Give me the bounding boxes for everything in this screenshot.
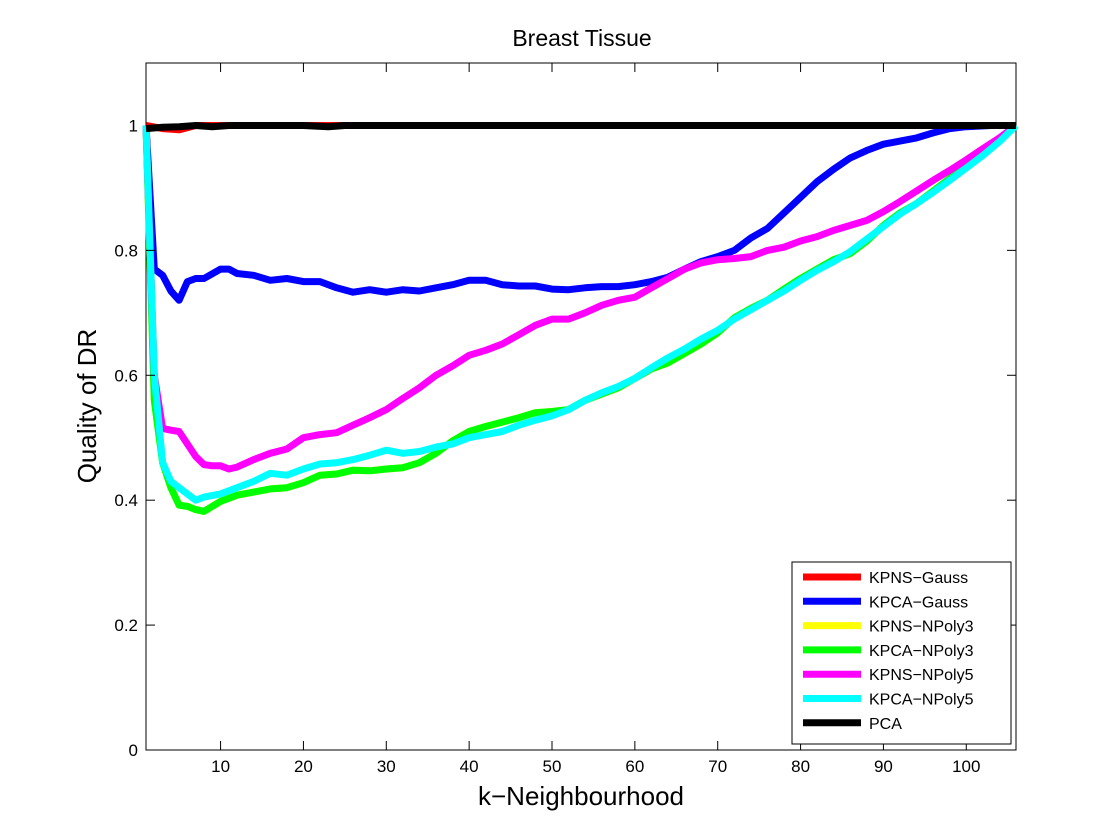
legend-label: KPNS−NPoly3 bbox=[869, 619, 974, 636]
x-tick-label: 60 bbox=[625, 757, 644, 776]
y-axis-label: Quality of DR bbox=[72, 329, 102, 484]
x-tick-label: 50 bbox=[543, 757, 562, 776]
x-tick-label: 30 bbox=[377, 757, 396, 776]
legend-label: PCA bbox=[869, 716, 902, 733]
y-tick-label: 1 bbox=[129, 116, 138, 135]
x-tick-label: 80 bbox=[791, 757, 810, 776]
legend-label: KPCA−NPoly3 bbox=[869, 643, 974, 660]
y-tick-label: 0 bbox=[129, 741, 138, 760]
x-tick-label: 40 bbox=[460, 757, 479, 776]
x-tick-label: 100 bbox=[952, 757, 980, 776]
x-tick-label: 20 bbox=[294, 757, 313, 776]
x-tick-label: 90 bbox=[874, 757, 893, 776]
x-axis-label: k−Neighbourhood bbox=[478, 781, 684, 811]
axis-ticks: 10 20 30 40 50 60 70 80 90 100 0 0.2 0.4 0.6 0.8 1 bbox=[114, 63, 1016, 776]
series-line-4 bbox=[142, 122, 1019, 473]
legend-label: KPNS−NPoly5 bbox=[869, 667, 974, 684]
series-line-6 bbox=[145, 122, 1016, 133]
x-tick-label: 10 bbox=[211, 757, 230, 776]
legend: KPNS−Gauss KPCA−Gauss KPNS−NPoly3 KPCA−NPol… bbox=[791, 561, 1012, 745]
legend-label: KPCA−Gauss bbox=[869, 594, 968, 611]
legend-label: KPNS−Gauss bbox=[869, 570, 968, 587]
y-tick-label: 0.8 bbox=[114, 241, 138, 260]
series-layer bbox=[142, 122, 1019, 515]
x-tick-label: 70 bbox=[708, 757, 727, 776]
legend-label: KPCA−NPoly5 bbox=[869, 692, 974, 709]
series-line-1 bbox=[142, 122, 1016, 304]
y-tick-label: 0.6 bbox=[114, 366, 138, 385]
y-tick-label: 0.4 bbox=[114, 491, 138, 510]
chart-title: Breast Tissue bbox=[512, 25, 651, 51]
y-tick-label: 0.2 bbox=[114, 616, 138, 635]
series-line-5 bbox=[142, 122, 1019, 504]
